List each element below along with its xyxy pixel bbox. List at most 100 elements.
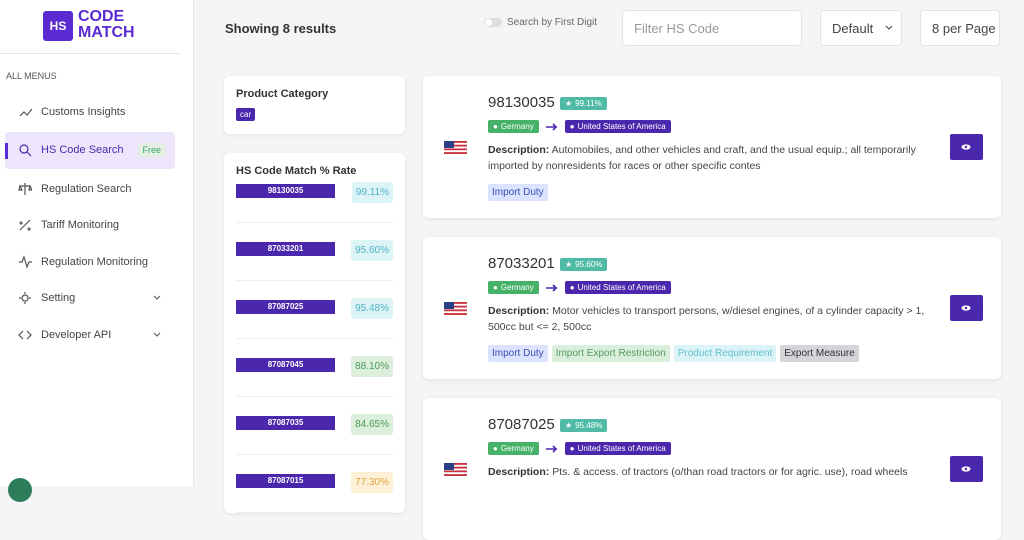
flag-stripe	[444, 307, 467, 310]
flag-stripe	[444, 144, 467, 147]
destination: ● United States of America	[564, 120, 671, 133]
menu-label: HS Code Search	[41, 144, 124, 156]
icon-path	[19, 108, 32, 117]
route: ● Germany ● United States of America	[488, 120, 671, 133]
result-card: 87033201 ★ 95.60% ● Germany ● United States…	[423, 237, 1001, 379]
flag-stripe	[444, 311, 467, 314]
flag-stripe	[444, 313, 467, 315]
code-bar: 87087035	[236, 416, 335, 430]
origin: ● Germany	[488, 281, 539, 294]
toggle-label: Search by First Digit	[507, 17, 598, 28]
view-button[interactable]	[950, 295, 983, 321]
flag-canton	[444, 141, 454, 148]
code-bar: 87033201	[236, 242, 335, 256]
hs-code: 98130035	[488, 94, 555, 111]
match-rate: 84.65%	[351, 414, 393, 435]
destination: ● United States of America	[564, 281, 671, 294]
flag-stripe	[444, 463, 467, 465]
sort-select[interactable]: Default	[820, 10, 902, 46]
section-label: ALL MENUS	[6, 71, 57, 81]
description-label: Description:	[488, 305, 550, 317]
description-label: Description:	[488, 144, 550, 156]
flag	[444, 141, 467, 154]
chevron	[153, 332, 161, 337]
origin: ● Germany	[488, 442, 539, 455]
filter-input[interactable]: Filter HS Code	[622, 10, 802, 46]
arrow-path	[545, 283, 557, 292]
origin-name: Germany	[500, 122, 534, 131]
description: Description: Pts. & access. of tractors …	[488, 464, 928, 480]
active-bar	[5, 143, 8, 159]
row-divider	[236, 454, 393, 455]
view-button[interactable]	[950, 456, 983, 482]
description-text: Automobiles, and other vehicles and craf…	[488, 144, 916, 172]
result-card: 98130035 ★ 99.11% ● Germany ● United States…	[423, 76, 1001, 218]
per-page-select[interactable]: 8 per Page	[920, 10, 1000, 46]
view-button[interactable]	[950, 134, 983, 160]
menu-item[interactable]: Regulation Monitoring	[41, 255, 148, 269]
match-rate: 88.10%	[351, 356, 393, 377]
hs-code: 87087025	[488, 416, 555, 433]
logo-line: MATCH	[78, 24, 135, 41]
flag-stripe	[444, 305, 467, 308]
menu-item[interactable]: Developer API	[41, 328, 111, 342]
avatar	[8, 478, 32, 502]
destination-name: United States of America	[577, 444, 666, 453]
menu-label: Developer API	[41, 329, 112, 341]
flag-stripe	[444, 150, 467, 153]
row-divider	[236, 280, 393, 281]
menu-label: Regulation Monitoring	[41, 256, 149, 268]
route: ● Germany ● United States of America	[488, 442, 671, 455]
menu-label: Tariff Monitoring	[41, 219, 120, 231]
menu-label: Regulation Search	[41, 183, 132, 195]
chevron-path	[153, 332, 161, 337]
flag-stripe	[444, 470, 467, 473]
arrow-path	[545, 444, 557, 453]
flag-stripe	[444, 472, 467, 475]
logo-text: CODE MATCH	[78, 9, 135, 41]
code-bar: 87087025	[236, 300, 335, 314]
tag-list: Import Duty Import Export Restriction Prod…	[488, 345, 859, 362]
menu-icon	[18, 183, 32, 195]
eye-icon	[961, 144, 971, 150]
menu-icon	[19, 292, 31, 304]
icon-path	[19, 292, 31, 304]
flag-stripe	[444, 302, 467, 304]
flag-canton	[444, 302, 454, 309]
tag-list: car	[236, 108, 256, 121]
category-panel: Product Category car	[224, 76, 405, 134]
hs-code: 87033201	[488, 255, 555, 272]
pupil	[964, 306, 968, 310]
menu-item[interactable]: Tariff Monitoring	[41, 218, 119, 232]
tag: Import Duty	[488, 345, 548, 362]
divider	[0, 53, 180, 54]
flag-stripe	[444, 474, 467, 476]
description-text: Pts. & access. of tractors (o/than road …	[552, 466, 908, 478]
menu-item[interactable]: Customs Insights	[41, 105, 125, 119]
menu-icon	[18, 330, 32, 340]
pupil	[964, 467, 968, 471]
menu-icon	[19, 144, 32, 157]
menu-item[interactable]: Regulation Search	[41, 182, 132, 196]
category-tag: car	[236, 108, 256, 121]
tag: Export Measure	[780, 345, 859, 362]
rate-value: 95.60%	[575, 260, 603, 269]
sort-value: Default	[832, 20, 874, 36]
match-panel: HS Code Match % Rate 98130035 99.11% 87033…	[224, 153, 405, 513]
toggle[interactable]	[484, 18, 502, 27]
icon-path	[19, 255, 32, 269]
flag-canton	[444, 463, 454, 470]
result-card: 87087025 ★ 95.48% ● Germany ● United States…	[423, 398, 1001, 540]
destination: ● United States of America	[564, 442, 671, 455]
menu-item[interactable]: HS Code Search Free	[41, 143, 167, 157]
tag-list: Import Duty	[488, 184, 548, 201]
toggle-knob	[485, 19, 492, 26]
match-rate: 95.48%	[351, 298, 393, 319]
destination-name: United States of America	[577, 122, 666, 131]
menu-badge: Free	[137, 143, 167, 157]
flag-stripe	[444, 142, 467, 145]
menu-item[interactable]: Setting	[41, 291, 75, 305]
icon-path	[19, 219, 31, 231]
origin-name: Germany	[500, 444, 534, 453]
arrow	[545, 122, 557, 131]
